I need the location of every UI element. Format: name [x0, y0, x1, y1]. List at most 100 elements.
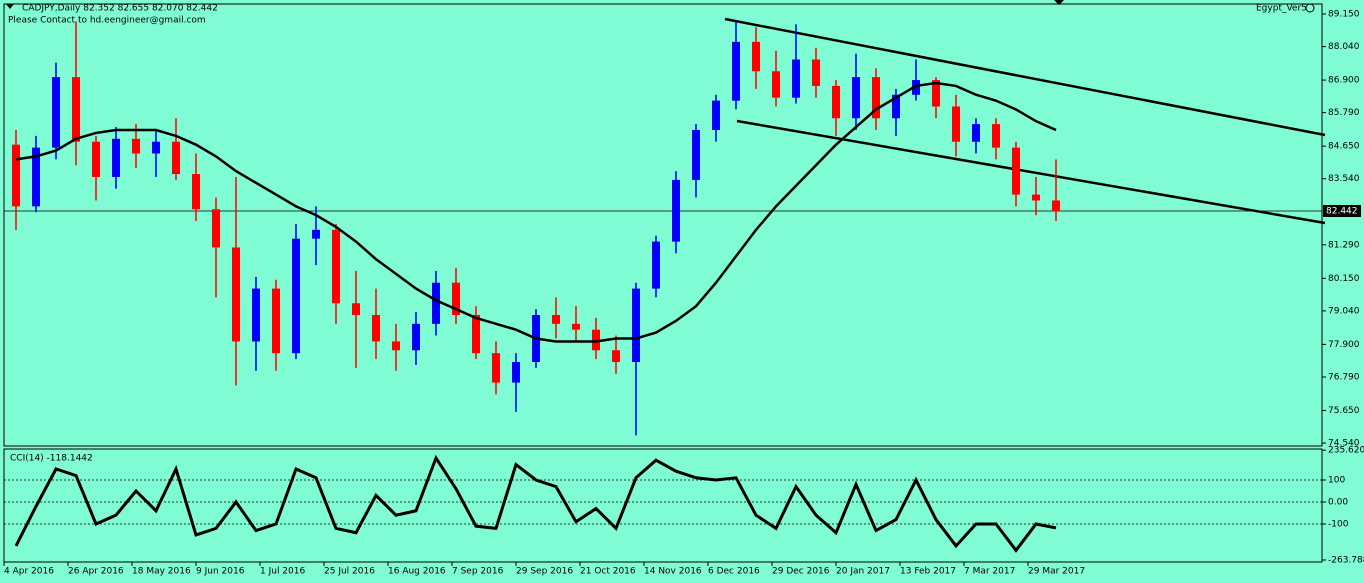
candle-body: [552, 315, 560, 324]
y-tick-label: 80.150: [1328, 274, 1360, 284]
x-tick-label: 4 Apr 2016: [4, 567, 54, 577]
y-tick-label: 84.650: [1328, 142, 1360, 152]
x-tick-label: 1 Jul 2016: [260, 567, 305, 577]
panel-marker: [6, 4, 14, 9]
candle-body: [812, 59, 820, 86]
candle-body: [832, 85, 840, 119]
candle-body: [372, 315, 380, 342]
candle-body: [572, 323, 580, 330]
candle-body: [1052, 200, 1060, 211]
candle-body: [272, 288, 280, 354]
y-tick-label: 75.650: [1328, 406, 1360, 416]
candle-body: [412, 323, 420, 351]
candle-body: [632, 288, 640, 363]
candle-body: [72, 77, 80, 142]
y-tick-label: 79.040: [1328, 306, 1360, 316]
candle-body: [312, 229, 320, 239]
candle-body: [1032, 194, 1040, 201]
y-tick-label: 0.00: [1328, 497, 1348, 507]
x-tick-label: 9 Jun 2016: [196, 567, 245, 577]
x-tick-label: 16 Aug 2016: [388, 567, 446, 577]
candle-body: [992, 124, 1000, 148]
x-tick-label: 20 Jan 2017: [836, 567, 890, 577]
x-tick-label: 7 Mar 2017: [964, 567, 1015, 577]
x-tick-label: 14 Nov 2016: [644, 567, 702, 577]
moving-average: [15, 81, 1057, 343]
x-tick-label: 26 Apr 2016: [68, 567, 124, 577]
candle-body: [612, 350, 620, 363]
x-tick-label: 21 Oct 2016: [580, 567, 636, 577]
shift-marker: [1054, 0, 1064, 5]
candle-body: [932, 80, 940, 107]
y-tick-label: -100: [1328, 519, 1349, 529]
candle-body: [912, 80, 920, 95]
candle-body: [452, 282, 460, 316]
x-tick-label: 29 Dec 2016: [772, 567, 830, 577]
cci-frame: [3, 448, 1323, 563]
candle-body: [772, 71, 780, 98]
candle-body: [492, 353, 500, 383]
y-tick-label: 235.6209: [1328, 446, 1364, 456]
x-tick-label: 6 Dec 2016: [708, 567, 760, 577]
candle-body: [12, 144, 20, 207]
price-label: 82.442: [1326, 206, 1358, 216]
trend-line: [736, 119, 1326, 225]
chart-subtitle: Please Contact to hd.eengineer@gmail.com: [8, 16, 206, 26]
main-frame: [3, 3, 1323, 447]
y-tick-label: 100: [1328, 475, 1345, 485]
candle-body: [512, 362, 520, 383]
x-tick-label: 25 Jul 2016: [324, 567, 375, 577]
x-tick-label: 18 May 2016: [132, 567, 191, 577]
candle-body: [132, 138, 140, 154]
candle-body: [212, 209, 220, 248]
y-tick-label: 89.150: [1328, 9, 1360, 19]
y-tick-label: 85.790: [1328, 108, 1360, 118]
candle-body: [32, 147, 40, 207]
candle-body: [592, 329, 600, 351]
x-tick-label: 29 Mar 2017: [1028, 567, 1085, 577]
y-tick-label: 74.540: [1328, 439, 1360, 449]
candle-body: [872, 77, 880, 119]
candle-body: [152, 141, 160, 154]
candle-body: [232, 247, 240, 342]
candle-body: [332, 229, 340, 304]
chart-title: CADJPY,Daily 82.352 82.655 82.070 82.442: [22, 4, 218, 14]
candle-body: [352, 303, 360, 316]
candle-body: [652, 241, 660, 289]
x-tick-label: 13 Feb 2017: [900, 567, 956, 577]
x-tick-label: 29 Sep 2016: [516, 567, 573, 577]
candle-body: [112, 138, 120, 177]
candle-body: [692, 129, 700, 180]
candle-body: [1012, 147, 1020, 195]
candle-body: [172, 141, 180, 175]
y-tick-label: -263.788: [1328, 555, 1364, 565]
candle-body: [252, 288, 260, 342]
y-tick-label: 86.900: [1328, 76, 1360, 86]
candle-body: [92, 141, 100, 177]
y-tick-label: 81.290: [1328, 240, 1360, 250]
candle-body: [472, 315, 480, 354]
watermark: Egypt_Ver5: [1256, 4, 1307, 14]
candle-body: [952, 106, 960, 142]
candle-body: [392, 341, 400, 351]
y-tick-label: 76.790: [1328, 372, 1360, 382]
candle-body: [732, 41, 740, 101]
x-tick-label: 7 Sep 2016: [452, 567, 504, 577]
candle-body: [192, 174, 200, 210]
candle-body: [792, 59, 800, 98]
y-tick-label: 83.540: [1328, 174, 1360, 184]
candle-body: [892, 94, 900, 119]
trend-line: [724, 17, 1326, 137]
candle-body: [672, 179, 680, 242]
cci-title: CCI(14) -118.1442: [10, 454, 93, 464]
candle-body: [432, 282, 440, 324]
y-tick-label: 88.040: [1328, 42, 1360, 52]
candle-body: [852, 77, 860, 119]
candle-body: [292, 238, 300, 354]
cci-line: [14, 454, 1057, 553]
candle-body: [752, 41, 760, 72]
y-tick-label: 77.900: [1328, 340, 1360, 350]
